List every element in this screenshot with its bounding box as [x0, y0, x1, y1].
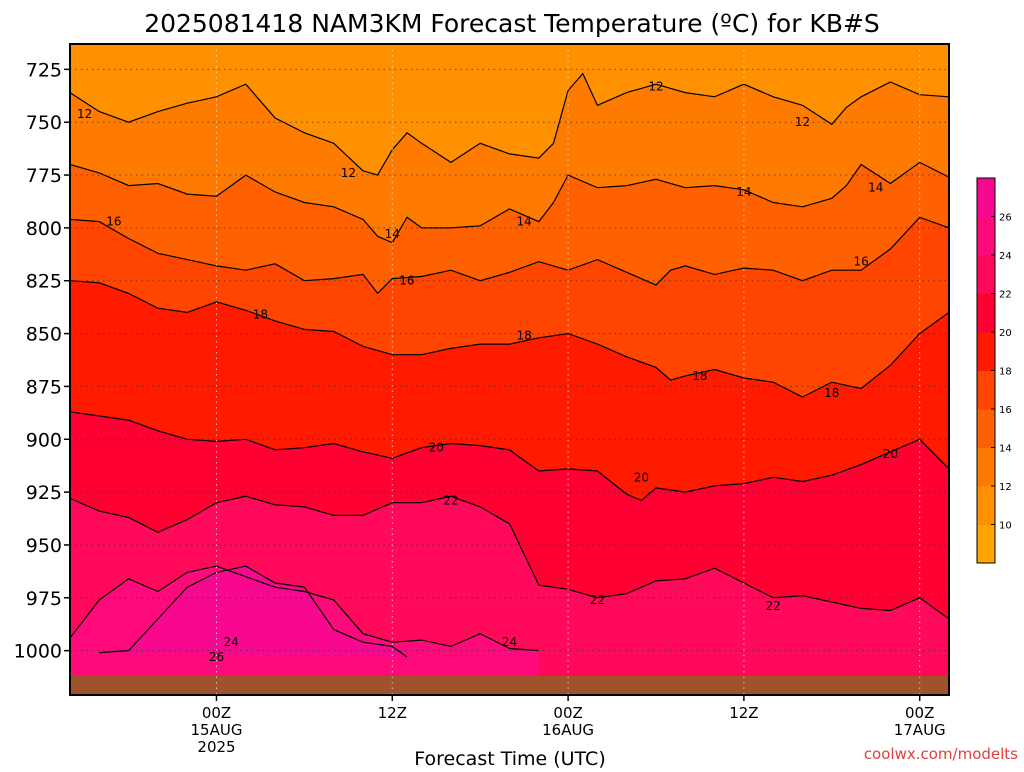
colorbar-segment — [977, 178, 995, 217]
colorbar-segment — [977, 409, 995, 448]
y-tick-label: 750 — [26, 112, 62, 134]
colorbar-label: 24 — [999, 251, 1012, 262]
y-tick-label: 950 — [26, 535, 62, 557]
y-tick-label: 925 — [26, 482, 62, 504]
colorbar-segment — [977, 293, 995, 333]
y-tick-label: 1000 — [14, 641, 62, 663]
colorbar-segment — [977, 255, 995, 294]
credit-text: coolwx.com/modelts — [864, 745, 1018, 763]
colorbar-label: 16 — [999, 405, 1012, 416]
ground-strip — [70, 676, 949, 695]
contour-label: 20 — [634, 470, 649, 484]
colorbar-segment — [977, 370, 995, 410]
contour-label: 18 — [517, 329, 532, 343]
isotherm-24 — [70, 565, 539, 652]
colorbar-segment — [977, 486, 995, 525]
contour-label: 16 — [106, 215, 121, 229]
y-tick-label: 725 — [26, 59, 62, 81]
contour-label: 12 — [77, 107, 92, 121]
x-tick-label: 15AUG — [191, 721, 243, 739]
chart-title: 2025081418 NAM3KM Forecast Temperature (… — [144, 9, 880, 38]
isotherm-26 — [99, 565, 408, 658]
contour-label: 22 — [766, 599, 781, 613]
y-tick-label: 975 — [26, 588, 62, 610]
y-tick-label: 850 — [26, 324, 62, 346]
isotherm-16 — [70, 216, 949, 295]
colorbar-label: 26 — [999, 213, 1012, 224]
x-tick-label: 17AUG — [894, 721, 946, 739]
y-tick-label: 775 — [26, 165, 62, 187]
colorbar-label: 22 — [999, 290, 1012, 301]
band-10-12 — [70, 44, 949, 176]
plot-area — [70, 44, 949, 676]
contour-label: 16 — [853, 255, 868, 269]
contour-label: 14 — [385, 227, 400, 241]
contour-label: 26 — [209, 650, 224, 664]
contour-label: 20 — [883, 447, 898, 461]
contour-label: 20 — [429, 441, 444, 455]
contour-label: 18 — [824, 386, 839, 400]
x-tick-label: 00Z — [202, 704, 231, 722]
band-26-core — [99, 566, 408, 657]
contour-label: 12 — [341, 166, 356, 180]
contour-label: 24 — [502, 635, 517, 649]
contour-label: 16 — [399, 274, 414, 288]
colorbar-label: 18 — [999, 367, 1012, 378]
colorbar-segment — [977, 332, 995, 371]
contour-label: 18 — [253, 308, 268, 322]
contour-label: 14 — [868, 181, 883, 195]
y-tick-label: 900 — [26, 429, 62, 451]
x-tick-label: 00Z — [905, 704, 934, 722]
x-tick-label: 12Z — [729, 704, 758, 722]
plot-frame — [69, 43, 950, 696]
contour-label: 18 — [692, 369, 707, 383]
x-tick-label: 12Z — [378, 704, 407, 722]
colorbar-label: 20 — [999, 328, 1012, 339]
y-tick-label: 825 — [26, 271, 62, 293]
contour-label: 22 — [443, 494, 458, 508]
colorbar-segment — [977, 524, 995, 564]
colorbar-label: 14 — [999, 444, 1012, 455]
contour-label: 12 — [795, 115, 810, 129]
contour-label: 14 — [736, 185, 751, 199]
isotherm-20 — [70, 411, 949, 502]
y-tick-label: 875 — [26, 376, 62, 398]
contour-label: 14 — [517, 215, 532, 229]
isotherm-12 — [70, 72, 949, 176]
isotherm-22 — [70, 495, 949, 620]
colorbar-label: 12 — [999, 482, 1012, 493]
contour-label: 12 — [648, 79, 663, 93]
contour-label: 24 — [224, 635, 239, 649]
colorbar-segment — [977, 216, 995, 256]
x-tick-label: 16AUG — [542, 721, 594, 739]
x-tick-label: 2025 — [197, 738, 235, 756]
y-tick-label: 800 — [26, 218, 62, 240]
isotherm-18 — [70, 280, 949, 398]
contour-label: 22 — [590, 593, 605, 607]
isotherm-14 — [70, 161, 949, 244]
colorbar-label: 10 — [999, 521, 1012, 532]
x-tick-label: 00Z — [553, 704, 582, 722]
x-axis-title: Forecast Time (UTC) — [414, 748, 605, 768]
colorbar-segment — [977, 447, 995, 487]
